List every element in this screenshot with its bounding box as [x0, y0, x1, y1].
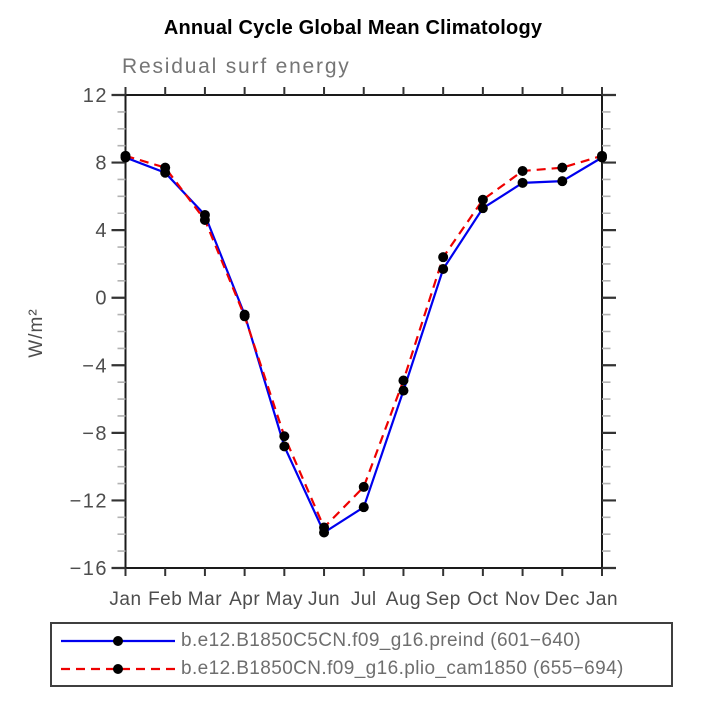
x-tick-label: Jan [109, 589, 141, 610]
y-tick-label: −12 [70, 490, 108, 512]
data-point [358, 502, 369, 513]
data-point [279, 431, 290, 442]
x-tick-label: Dec [545, 589, 580, 610]
x-tick-label: Apr [229, 589, 260, 610]
data-point [557, 162, 568, 173]
y-tick-label: −4 [82, 355, 108, 377]
legend: b.e12.B1850C5CN.f09_g16.preind (601−640)… [50, 622, 673, 687]
legend-item: b.e12.B1850CN.f09_g16.plio_cam1850 (655−… [57, 655, 671, 683]
data-point [319, 522, 330, 533]
data-point [160, 162, 171, 173]
legend-solid-line-sample [61, 635, 175, 646]
data-point [199, 215, 210, 226]
legend-item: b.e12.B1850C5CN.f09_g16.preind (601−640) [57, 627, 671, 655]
data-point [557, 176, 568, 187]
legend-marker-dot [113, 663, 123, 674]
data-point [398, 385, 409, 396]
legend-dashed-line-sample [61, 663, 175, 674]
month-ticks [124, 87, 603, 576]
data-point [120, 150, 131, 161]
x-tick-label: May [266, 589, 303, 610]
data-point [477, 203, 488, 214]
data-point [438, 263, 449, 274]
x-tick-label: Jan [586, 589, 618, 610]
legend-label: b.e12.B1850CN.f09_g16.plio_cam1850 (655−… [181, 657, 624, 679]
data-point [597, 150, 607, 161]
data-point [398, 375, 409, 386]
x-axis-frame [112, 94, 615, 569]
x-tick-label: Jun [308, 589, 340, 610]
y-tick-label: 8 [95, 153, 108, 175]
x-tick-label: Nov [505, 589, 540, 610]
y-tick-label: −16 [70, 558, 108, 580]
y-minor-ticks [117, 111, 611, 552]
y-major-ticks [111, 93, 616, 570]
x-tick-label: Mar [188, 589, 222, 610]
data-point [517, 177, 528, 188]
x-tick-label: Jul [351, 589, 377, 610]
chart-title: Annual Cycle Global Mean Climatology [163, 17, 543, 39]
data-point [477, 194, 488, 205]
data-point [517, 166, 528, 177]
y-tick-label: 0 [95, 288, 108, 310]
data-point [438, 252, 449, 263]
y-tick-label: −8 [82, 423, 108, 445]
x-tick-label: Sep [426, 589, 461, 610]
data-point [279, 441, 290, 452]
series-line-1 [125, 154, 603, 530]
legend-marker-dot [113, 635, 123, 646]
legend-label: b.e12.B1850C5CN.f09_g16.preind (601−640) [181, 629, 581, 651]
x-tick-label: Oct [467, 589, 498, 610]
data-point [358, 481, 369, 492]
x-tick-label: Aug [386, 589, 421, 610]
y-tick-label: 4 [95, 220, 108, 242]
x-tick-label: Feb [148, 589, 182, 610]
y-tick-label: 12 [83, 85, 108, 107]
data-point [239, 311, 250, 322]
chart-subtitle: Residual surf energy [122, 55, 351, 78]
series-line-0 [125, 156, 603, 535]
